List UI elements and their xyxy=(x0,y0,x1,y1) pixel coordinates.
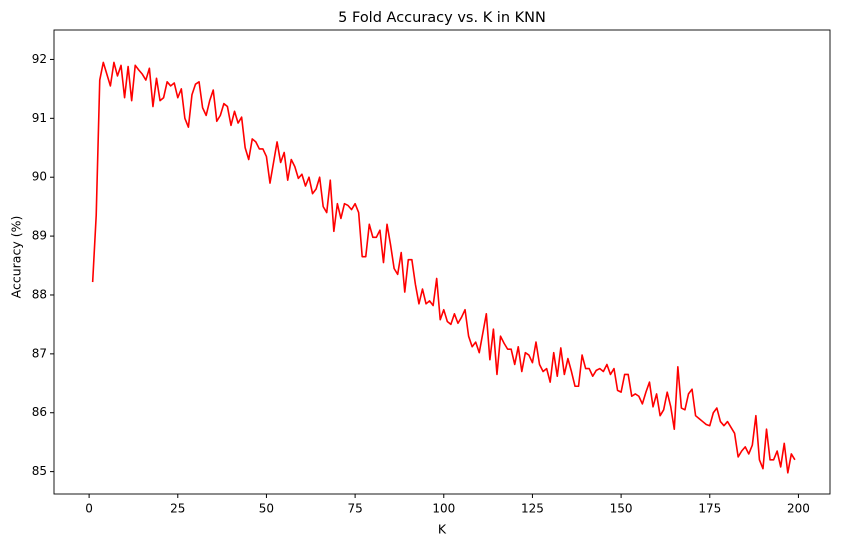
y-tick-label: 85 xyxy=(32,464,47,478)
y-axis-label: Accuracy (%) xyxy=(9,216,24,299)
y-tick-label: 88 xyxy=(32,287,47,301)
x-axis-label: K xyxy=(438,522,447,537)
x-tick-label: 175 xyxy=(698,502,721,516)
x-tick-label: 0 xyxy=(85,502,93,516)
y-tick-label: 87 xyxy=(32,346,47,360)
x-tick-label: 50 xyxy=(259,502,274,516)
x-tick-label: 100 xyxy=(432,502,455,516)
x-tick-label: 75 xyxy=(347,502,362,516)
x-tick-label: 150 xyxy=(610,502,633,516)
x-tick-label: 125 xyxy=(521,502,544,516)
y-tick-label: 91 xyxy=(32,111,47,125)
chart-title: 5 Fold Accuracy vs. K in KNN xyxy=(338,10,546,26)
y-tick-label: 89 xyxy=(32,229,47,243)
x-tick-label: 200 xyxy=(787,502,810,516)
line xyxy=(91,61,796,474)
y-tick-label: 90 xyxy=(32,170,47,184)
x-tick-label: 25 xyxy=(170,502,185,516)
y-tick-label: 92 xyxy=(32,52,47,66)
plot-frame xyxy=(53,29,831,495)
y-tick-label: 86 xyxy=(32,405,47,419)
